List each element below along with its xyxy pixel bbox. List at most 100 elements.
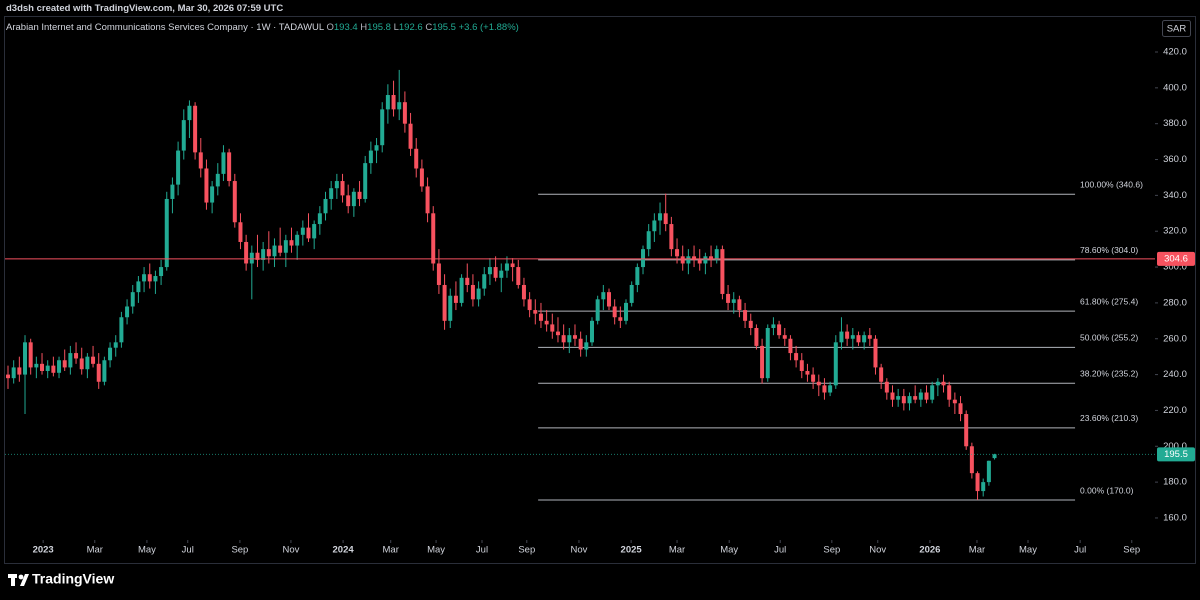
candle-body [40,363,45,372]
candle-body [618,317,623,321]
candle-body [890,392,895,400]
candle-body [142,274,147,282]
candle-body [652,220,657,232]
candle-body [913,396,918,400]
candle-body [425,186,430,214]
y-tick-label: 340.0 [1163,190,1187,201]
x-tick-label: Nov [570,545,587,556]
candle-body [986,460,991,483]
candle-body [465,277,470,285]
candle-body [663,213,668,225]
candle-body [816,381,821,386]
candle-body [210,186,215,203]
ohlc-value: 193.4 [333,22,358,33]
candle-body [544,320,549,325]
x-tick-label: May [138,545,156,556]
candle-body [62,360,67,368]
candle-body [828,385,833,393]
y-tick-label: 300.0 [1163,262,1187,273]
candle-body [402,102,407,124]
candle-body [510,263,515,268]
candle-body [476,288,481,300]
candle-body [357,191,362,199]
candle-body [924,392,929,400]
candle-body [850,335,855,339]
fib-label: 78.60% (304.0) [1080,245,1138,255]
x-tick-label: Jul [182,545,194,556]
candle-body [947,385,952,400]
currency-box[interactable] [1162,20,1191,37]
candle-body [516,267,521,285]
candle-body [261,249,266,260]
candle-body [295,234,300,246]
candle-body [340,181,345,196]
y-tick-label: 180.0 [1163,477,1187,488]
candle-body [323,198,328,214]
candle-body [521,284,526,300]
y-tick-label: 360.0 [1163,154,1187,165]
candle-body [839,331,844,343]
candle-body [176,150,181,185]
candle-body [561,335,566,343]
candle-body [731,299,736,303]
symbol: Arabian Internet and Communications Serv… [6,22,324,33]
x-tick-label: May [427,545,445,556]
candle-body [68,353,73,368]
candle-body [680,256,685,264]
candle-body [527,299,532,311]
y-tick-label: 320.0 [1163,226,1187,237]
fib-label: 0.00% (170.0) [1080,485,1134,495]
candle-body [45,365,50,372]
candle-body [578,338,583,350]
candle-body [992,454,997,459]
candle-body [941,381,946,386]
ohlc-key: O [326,22,334,33]
candle-body [181,120,186,151]
candle-body [74,353,79,359]
candle-body [646,231,651,250]
candle-body [17,367,22,375]
x-tick-label: Mar [969,545,985,556]
x-tick-label: 2025 [621,545,643,556]
y-tick-label: 200.0 [1163,441,1187,452]
y-tick-label: 280.0 [1163,297,1187,308]
candle-body [538,313,543,321]
candle-body [845,331,850,339]
fib-label: 61.80% (275.4) [1080,296,1138,306]
ohlc-value: 195.8 [367,22,391,33]
candle-body [289,240,294,246]
candle-body [391,95,396,110]
candle-body [170,184,175,199]
candle-body [584,342,589,350]
fib-label: 23.60% (210.3) [1080,413,1138,423]
candle-body [249,252,254,264]
candle-body [374,145,379,151]
candle-body [125,306,130,318]
candle-body [720,249,725,294]
x-tick-label: Mar [87,545,103,556]
candle-body [901,396,906,404]
candle-body [442,284,447,321]
candle-body [346,195,351,207]
y-tick-label: 420.0 [1163,47,1187,58]
candle-body [771,324,776,328]
candle-body [641,249,646,268]
candle-body [147,274,152,282]
candle-body [805,371,810,375]
ohlc-key: H [360,22,368,33]
candle-body [351,191,356,207]
x-tick-label: Sep [1123,545,1140,556]
candle-body [635,267,640,285]
candle-body [833,342,838,386]
candle-body [896,396,901,400]
candle-body [232,181,237,223]
candle-body [215,173,220,187]
candle-body [964,414,969,447]
candle-body [448,295,453,321]
candle-body [414,148,419,169]
candle-body [368,150,373,164]
candle-body [306,227,311,239]
candle-body [748,320,753,328]
candle-body [198,152,203,169]
candle-body [629,284,634,303]
